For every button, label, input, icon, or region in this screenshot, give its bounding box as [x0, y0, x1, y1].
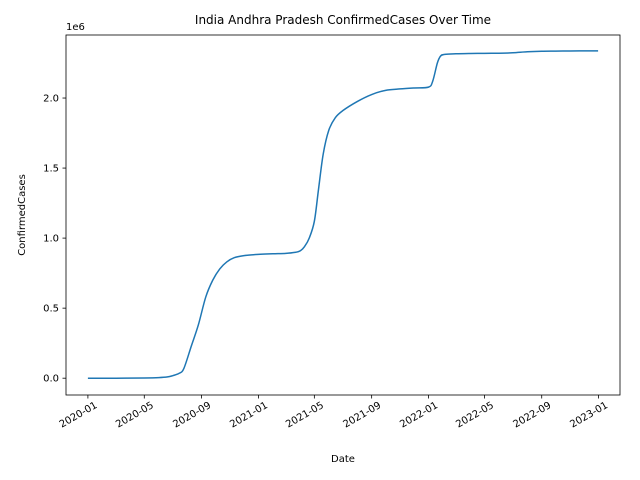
plot-frame	[65, 34, 621, 396]
chart-title: India Andhra Pradesh ConfirmedCases Over…	[195, 13, 491, 27]
y-tick-label: 1.5	[43, 164, 59, 175]
series-line	[87, 50, 599, 379]
y-tick-label: 0.0	[43, 374, 59, 385]
y-tick-label: 2.0	[43, 94, 59, 105]
y-tick-label: 1.0	[43, 234, 59, 245]
x-axis-label: Date	[331, 454, 355, 465]
y-axis: 0.0 0.5 1.0 1.5 2.0	[43, 94, 66, 385]
y-tick-label: 0.5	[43, 304, 59, 315]
plot-area	[65, 34, 621, 396]
y-axis-label: ConfirmedCases	[17, 174, 28, 256]
y-offset-label: 1e6	[66, 22, 85, 33]
